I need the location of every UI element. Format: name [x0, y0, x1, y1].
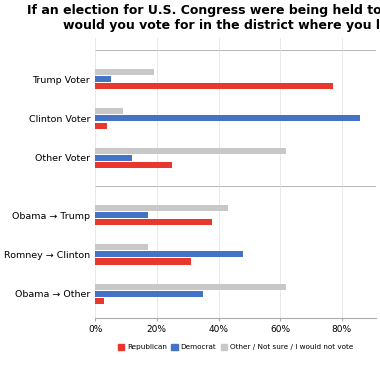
- Bar: [95, 298, 105, 304]
- Bar: [95, 19, 222, 25]
- Legend: Republican, Democrat, Other / Not sure / I would not vote: Republican, Democrat, Other / Not sure /…: [115, 341, 356, 353]
- Title: If an election for U.S. Congress were being held today, who
would you vote for i: If an election for U.S. Congress were be…: [27, 4, 380, 32]
- Bar: [95, 259, 191, 265]
- Bar: [95, 244, 147, 250]
- Bar: [95, 212, 147, 218]
- Bar: [95, 76, 111, 82]
- Bar: [95, 337, 290, 343]
- Bar: [95, 26, 200, 32]
- Bar: [95, 155, 132, 161]
- Bar: [95, 162, 172, 168]
- Bar: [95, 108, 123, 115]
- Bar: [95, 115, 360, 122]
- Bar: [95, 330, 105, 336]
- Bar: [95, 205, 228, 211]
- Bar: [95, 148, 287, 154]
- Bar: [95, 69, 154, 75]
- Bar: [95, 291, 203, 297]
- Bar: [95, 219, 212, 225]
- Bar: [95, 323, 200, 329]
- Bar: [95, 252, 243, 257]
- Bar: [95, 284, 287, 290]
- Bar: [95, 123, 108, 128]
- Bar: [95, 83, 332, 89]
- Bar: [95, 12, 160, 18]
